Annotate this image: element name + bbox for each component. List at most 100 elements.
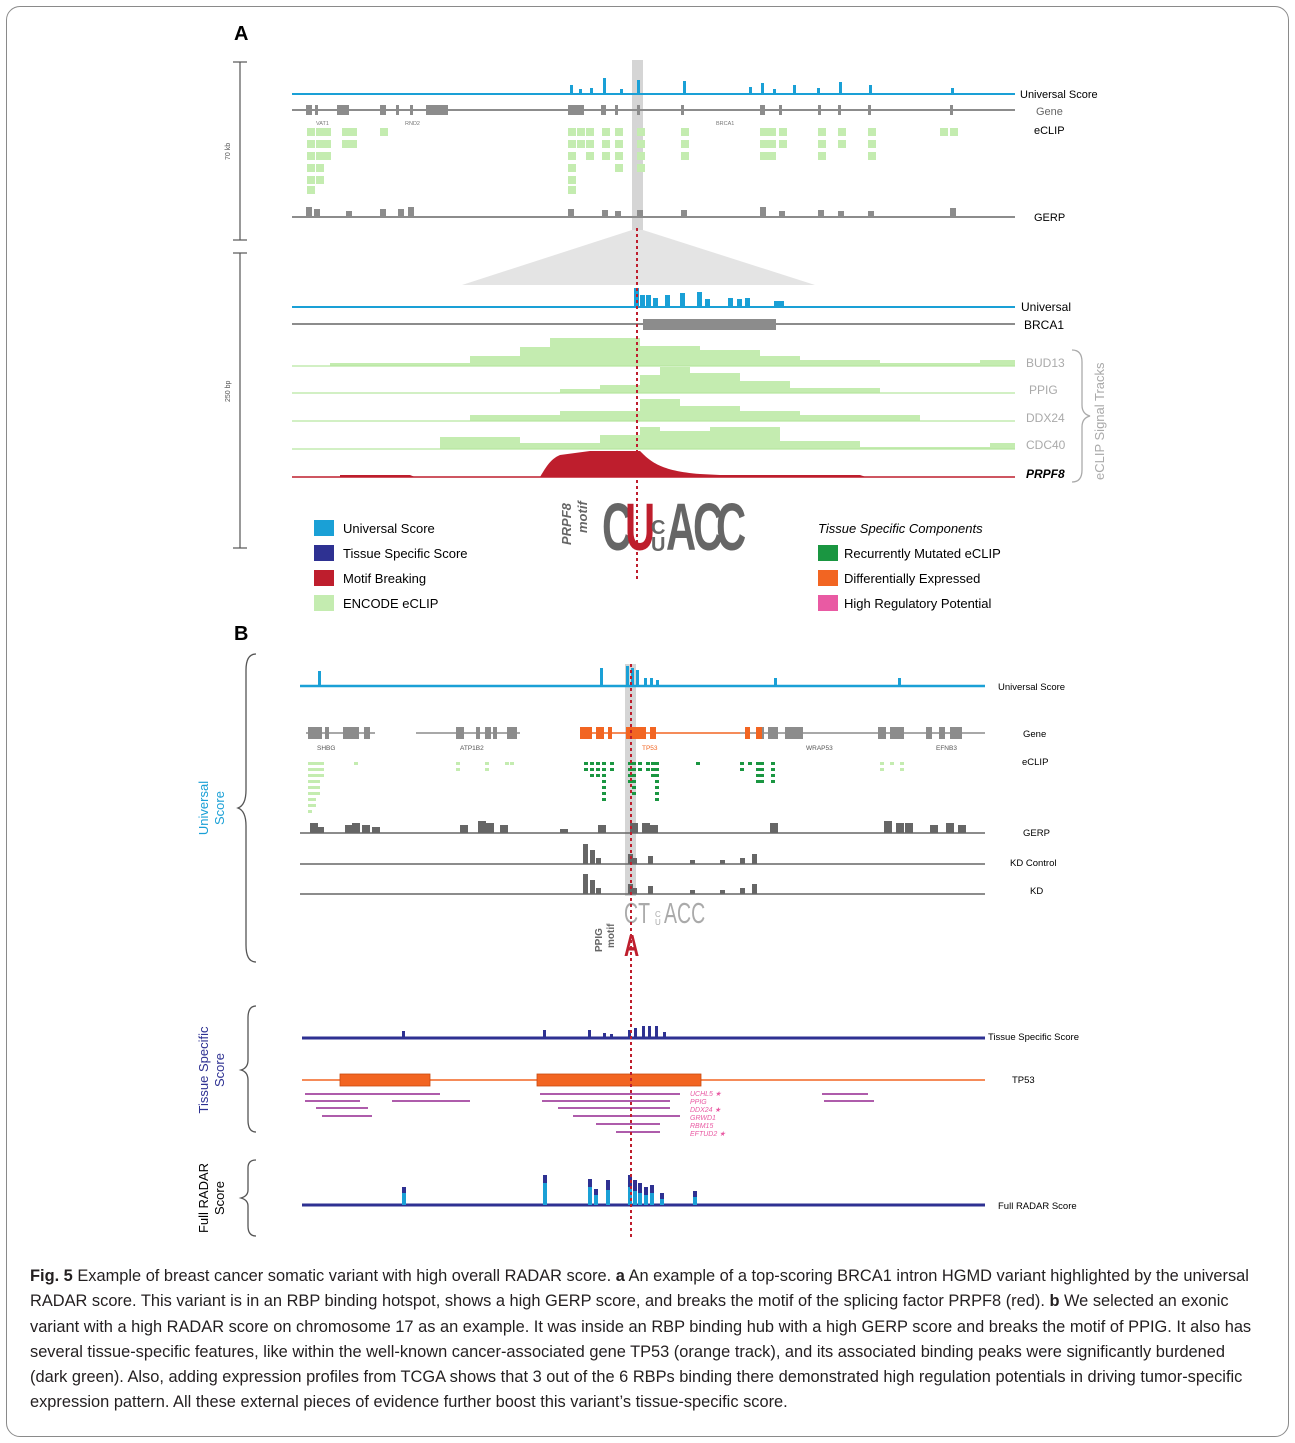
- gene-exon: [950, 105, 953, 115]
- legend-right: Tissue Specific Components Recurrently M…: [818, 521, 1001, 611]
- gene-exon: [760, 105, 765, 115]
- eclip-peak-light: [308, 774, 312, 777]
- eclip-peak-recurrent: [602, 768, 606, 771]
- universal-bar: [773, 89, 776, 94]
- eclip-peak-recurrent: [628, 768, 632, 771]
- kd-control-bar: [648, 856, 653, 864]
- panel-a-label: A: [234, 23, 248, 45]
- motif-a-letter-c2: C: [651, 517, 665, 539]
- tissue-score-bar: [648, 1026, 651, 1038]
- eclip-peak-recurrent: [771, 768, 775, 771]
- eclip-peak-recurrent: [740, 762, 744, 765]
- eclip-peak: [316, 164, 324, 172]
- full-score-bar-tissue: [660, 1193, 664, 1199]
- gene-exon: [926, 727, 932, 739]
- universal-bar: [749, 87, 752, 94]
- universal-bar: [951, 88, 954, 94]
- eclip-peak-light: [308, 780, 312, 783]
- universal-bar: [579, 89, 582, 94]
- gene-label-vat1: VAT1: [316, 121, 329, 127]
- eclip-peak-recurrent: [632, 774, 636, 777]
- scale-250bp: 250 bp: [225, 380, 232, 402]
- eclip-peak: [307, 140, 315, 148]
- universal-bar: [697, 292, 702, 307]
- legend-swatch-tissue: [314, 545, 334, 561]
- eclip-peak: [602, 140, 610, 148]
- eclip-peak: [681, 140, 689, 148]
- eclip-peak-recurrent: [646, 762, 650, 765]
- eclip-peak: [568, 176, 576, 184]
- tissue-score-bar: [543, 1030, 546, 1038]
- full-score-bar-universal: [633, 1191, 637, 1205]
- eclip-peak-light: [880, 762, 884, 765]
- eclip-peak: [602, 152, 610, 160]
- legend-label-diffexp: Differentially Expressed: [844, 571, 980, 586]
- gene-exon-tp53: [756, 727, 762, 739]
- eclip-peak-recurrent: [651, 762, 655, 765]
- legend-left: Universal Score Tissue Specific Score Mo…: [314, 520, 468, 611]
- eclip-peak: [615, 152, 623, 160]
- gene-exon: [364, 727, 370, 739]
- eclip-peak: [637, 164, 645, 172]
- eclip-peak: [586, 140, 594, 148]
- eclip-peak: [615, 128, 623, 136]
- legend-swatch-encode: [314, 595, 334, 611]
- eclip-peak: [681, 128, 689, 136]
- b-track-label-kdcontrol: KD Control: [1010, 858, 1056, 869]
- signal-label-ddx24: DDX24: [1026, 411, 1065, 425]
- full-score-bar-tissue: [650, 1185, 654, 1193]
- eclip-peak-light: [308, 768, 312, 771]
- eclip-peak-light: [316, 786, 320, 789]
- gerp-bar: [314, 209, 320, 217]
- eclip-peak: [615, 140, 623, 148]
- gene-label-brca1: BRCA1: [716, 121, 734, 127]
- gene-exon: [315, 105, 318, 115]
- gerp-bar: [818, 210, 824, 217]
- legend-right-title: Tissue Specific Components: [818, 521, 983, 536]
- eclip-peak-recurrent: [756, 780, 760, 783]
- gene-exon: [601, 105, 606, 115]
- eclip-peak-light: [308, 804, 312, 807]
- eclip-peak-recurrent: [771, 774, 775, 777]
- gerp-bar: [884, 821, 892, 833]
- kd-bar: [752, 884, 757, 894]
- track-label-eclip: eCLIP: [1034, 125, 1065, 137]
- tissue-score-bar: [642, 1026, 645, 1038]
- full-score-bar-tissue: [693, 1191, 697, 1197]
- full-score-bar-universal: [638, 1193, 642, 1205]
- gerp-bar: [380, 209, 386, 217]
- eclip-peak-light: [316, 762, 320, 765]
- eclip-peak-recurrent: [760, 780, 764, 783]
- eclip-peak-recurrent: [646, 768, 650, 771]
- eclip-peak-recurrent: [610, 762, 614, 765]
- gerp-bar: [950, 208, 956, 217]
- motif-a-letter-u2: U: [651, 534, 665, 556]
- b-track-label-gerp: GERP: [1023, 828, 1050, 839]
- gene-exon: [939, 727, 945, 739]
- full-score-bar-tissue: [606, 1180, 610, 1190]
- gene-exon: [410, 105, 413, 115]
- gene-exon: [396, 105, 399, 115]
- gene-exon: [637, 105, 640, 115]
- gerp-bar: [630, 823, 638, 833]
- eclip-peak: [760, 128, 768, 136]
- eclip-peak: [307, 186, 315, 194]
- universal-bar: [817, 88, 820, 94]
- eclip-peak-recurrent: [596, 768, 600, 771]
- full-score-bar-tissue: [633, 1180, 637, 1191]
- eclip-peak-light: [900, 762, 904, 765]
- gene-exon-tp53: [626, 727, 646, 739]
- gerp-bar: [642, 823, 650, 833]
- gerp-bar: [650, 825, 658, 833]
- b-track-label-eclip: eCLIP: [1022, 757, 1048, 768]
- eclip-peak-recurrent: [748, 762, 752, 765]
- b-track-label-universal: Universal Score: [998, 682, 1065, 693]
- eclip-peak-recurrent: [740, 768, 744, 771]
- eclip-peak: [349, 128, 357, 136]
- eclip-peak: [818, 128, 826, 136]
- eclip-peak-recurrent: [638, 762, 642, 765]
- eclip-peak: [316, 128, 324, 136]
- legend-swatch-regulatory: [818, 595, 838, 611]
- gerp-bar: [478, 821, 486, 833]
- track-label-gerp: GERP: [1034, 212, 1065, 224]
